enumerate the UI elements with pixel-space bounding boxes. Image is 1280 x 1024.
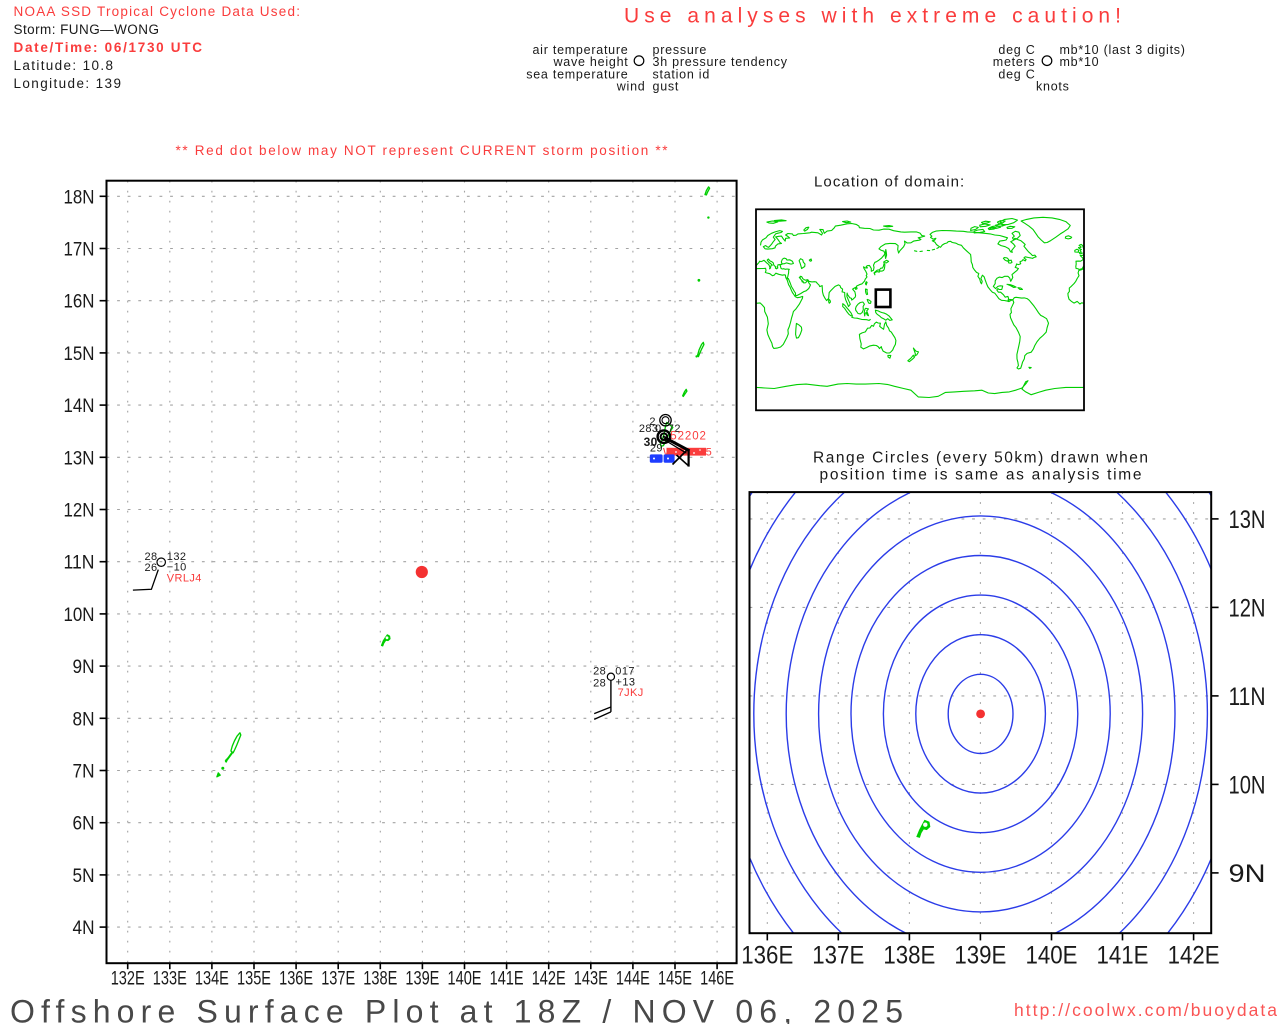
svg-text:28: 28 bbox=[144, 551, 157, 563]
svg-text:140E: 140E bbox=[1026, 942, 1078, 970]
svg-text:146E: 146E bbox=[700, 969, 734, 990]
svg-text:144E: 144E bbox=[616, 969, 650, 990]
svg-text:0: 0 bbox=[655, 423, 662, 435]
svg-text:Range Circles (every 50km) dra: Range Circles (every 50km) drawn when bbox=[813, 449, 1148, 466]
svg-text:7JKJ: 7JKJ bbox=[618, 687, 644, 699]
svg-text:meters: meters bbox=[993, 55, 1036, 69]
svg-text:deg C: deg C bbox=[998, 43, 1035, 57]
svg-text:141E: 141E bbox=[490, 969, 524, 990]
svg-text:wave height: wave height bbox=[553, 55, 629, 69]
svg-text:11N: 11N bbox=[64, 553, 95, 574]
svg-text:135E: 135E bbox=[237, 969, 271, 990]
svg-text:gust: gust bbox=[653, 80, 680, 94]
svg-text:29: 29 bbox=[650, 442, 663, 454]
svg-text:5: 5 bbox=[706, 446, 713, 458]
svg-text:28: 28 bbox=[593, 666, 606, 678]
svg-text:Location of domain:: Location of domain: bbox=[814, 173, 965, 190]
svg-text:132: 132 bbox=[167, 551, 187, 563]
svg-text:136E: 136E bbox=[279, 969, 313, 990]
svg-text:142E: 142E bbox=[1168, 942, 1220, 970]
svg-text:13N: 13N bbox=[64, 448, 95, 469]
svg-text:136E: 136E bbox=[741, 942, 793, 970]
svg-text:141E: 141E bbox=[1097, 942, 1149, 970]
svg-text:15N: 15N bbox=[64, 344, 95, 365]
svg-text:3h pressure tendency: 3h pressure tendency bbox=[653, 55, 788, 69]
svg-text:139E: 139E bbox=[405, 969, 439, 990]
svg-text:139E: 139E bbox=[954, 942, 1006, 970]
svg-text:137E: 137E bbox=[321, 969, 355, 990]
svg-text:138E: 138E bbox=[883, 942, 935, 970]
svg-text:knots: knots bbox=[1036, 80, 1070, 94]
svg-text:9N: 9N bbox=[73, 657, 95, 678]
svg-text:http://coolwx.com/buoydata: http://coolwx.com/buoydata bbox=[1014, 1000, 1277, 1020]
svg-text:12N: 12N bbox=[1229, 594, 1266, 622]
svg-text:12N: 12N bbox=[64, 501, 95, 522]
svg-text:14N: 14N bbox=[64, 396, 95, 417]
svg-text:26: 26 bbox=[144, 562, 157, 574]
svg-text:17N: 17N bbox=[64, 240, 95, 261]
svg-text:30: 30 bbox=[644, 435, 658, 449]
svg-text:mb*10: mb*10 bbox=[1060, 55, 1100, 69]
svg-text:Latitude: 10.8: Latitude: 10.8 bbox=[14, 58, 114, 73]
svg-text:017: 017 bbox=[615, 665, 635, 677]
svg-text:sea temperature: sea temperature bbox=[526, 67, 628, 81]
svg-text:2: 2 bbox=[649, 416, 656, 428]
svg-text:11N: 11N bbox=[1229, 683, 1266, 711]
svg-text:52202: 52202 bbox=[670, 431, 706, 443]
svg-text:145E: 145E bbox=[658, 969, 692, 990]
svg-text:10N: 10N bbox=[1229, 771, 1266, 799]
svg-text:4N: 4N bbox=[73, 918, 95, 939]
svg-text:station id: station id bbox=[653, 67, 711, 81]
svg-text:18N: 18N bbox=[64, 187, 95, 208]
svg-text:142E: 142E bbox=[532, 969, 566, 990]
svg-text:Date/Time: 06/1730 UTC: Date/Time: 06/1730 UTC bbox=[14, 40, 203, 55]
svg-text:VRLJ4: VRLJ4 bbox=[167, 572, 202, 584]
svg-text:Storm: FUNG—WONG: Storm: FUNG—WONG bbox=[14, 22, 160, 37]
svg-text:132E: 132E bbox=[111, 969, 145, 990]
svg-text:138E: 138E bbox=[363, 969, 397, 990]
svg-text:133E: 133E bbox=[153, 969, 187, 990]
svg-text:9N: 9N bbox=[1229, 860, 1266, 888]
svg-text:wind: wind bbox=[616, 80, 646, 94]
svg-text:283: 283 bbox=[639, 423, 659, 435]
svg-text:5N: 5N bbox=[73, 866, 95, 887]
svg-text:mb*10 (last 3 digits): mb*10 (last 3 digits) bbox=[1060, 43, 1186, 57]
svg-text:8N: 8N bbox=[73, 709, 95, 730]
svg-text:air temperature: air temperature bbox=[532, 43, 628, 57]
svg-text:−10: −10 bbox=[167, 561, 187, 573]
svg-text:13N: 13N bbox=[1229, 506, 1266, 534]
svg-text:Use analyses with extreme caut: Use analyses with extreme caution! bbox=[624, 5, 1121, 28]
svg-text:** Red dot below may NOT repre: ** Red dot below may NOT represent CURRE… bbox=[176, 143, 669, 158]
svg-text:72: 72 bbox=[668, 423, 681, 435]
svg-text:143E: 143E bbox=[574, 969, 608, 990]
svg-text:6N: 6N bbox=[73, 814, 95, 835]
svg-text:Longitude: 139: Longitude: 139 bbox=[14, 76, 122, 91]
svg-text:134E: 134E bbox=[195, 969, 229, 990]
svg-text:7N: 7N bbox=[73, 762, 95, 783]
svg-text:deg C: deg C bbox=[998, 67, 1035, 81]
svg-text:position time is same as analy: position time is same as analysis time bbox=[820, 466, 1142, 483]
svg-text:W: W bbox=[663, 446, 674, 458]
svg-text:+13: +13 bbox=[616, 677, 636, 689]
svg-text:10N: 10N bbox=[64, 605, 95, 626]
svg-text:28: 28 bbox=[593, 678, 606, 690]
svg-text:140E: 140E bbox=[448, 969, 482, 990]
svg-text:137E: 137E bbox=[812, 942, 864, 970]
svg-text:pressure: pressure bbox=[653, 43, 708, 57]
svg-text:16N: 16N bbox=[64, 292, 95, 313]
svg-text:NOAA SSD Tropical Cyclone Data: NOAA SSD Tropical Cyclone Data Used: bbox=[14, 4, 301, 19]
